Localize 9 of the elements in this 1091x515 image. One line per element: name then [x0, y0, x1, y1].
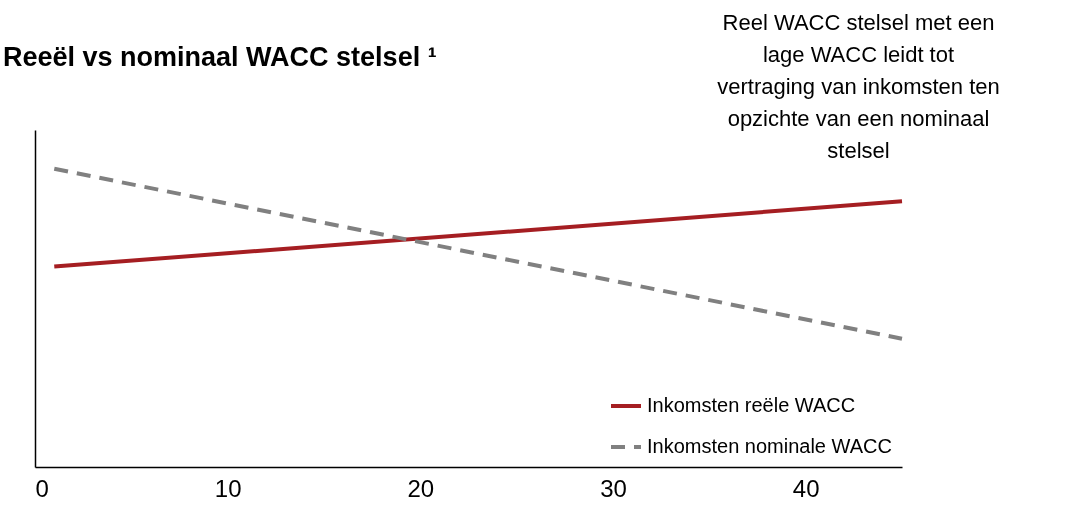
legend-label: Inkomsten reële WACC — [647, 394, 856, 416]
x-tick-label: 30 — [600, 474, 627, 502]
x-tick-label: 10 — [214, 474, 242, 502]
x-tick-label: 20 — [407, 474, 435, 502]
text: Reel WACC stelsel met een lage WACC leidt tot vertraging van inkomsten ten opzichte van een nominaal stelsel — [717, 10, 1000, 163]
chart-title: Reeël vs nominaal WACC stelsel ¹ — [3, 42, 437, 72]
x-tick-label: 0 — [35, 474, 49, 502]
x-tick-label: 40 — [792, 474, 820, 502]
legend-label: Inkomsten nominale WACC — [647, 435, 892, 457]
